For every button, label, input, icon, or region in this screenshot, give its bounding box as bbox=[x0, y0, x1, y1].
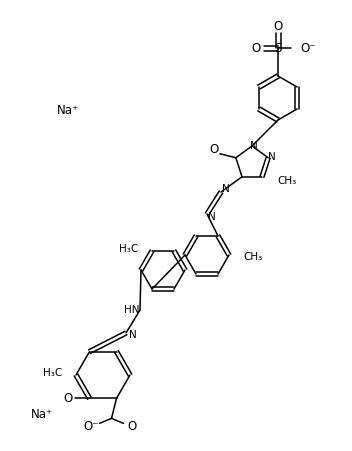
Text: N: N bbox=[250, 141, 258, 151]
Text: HN: HN bbox=[124, 305, 140, 315]
Text: O: O bbox=[274, 19, 283, 32]
Text: H₃C: H₃C bbox=[119, 244, 138, 254]
Text: O: O bbox=[64, 392, 73, 405]
Text: S: S bbox=[274, 41, 282, 55]
Text: N: N bbox=[208, 212, 216, 222]
Text: CH₃: CH₃ bbox=[243, 252, 262, 262]
Text: H₃C: H₃C bbox=[43, 368, 62, 378]
Text: O⁻: O⁻ bbox=[84, 420, 99, 433]
Text: O⁻: O⁻ bbox=[300, 41, 315, 55]
Text: Na⁺: Na⁺ bbox=[57, 103, 79, 116]
Text: Na⁺: Na⁺ bbox=[31, 409, 53, 422]
Text: O: O bbox=[251, 41, 260, 55]
Text: N: N bbox=[129, 330, 137, 340]
Text: CH₃: CH₃ bbox=[277, 176, 296, 186]
Text: O: O bbox=[209, 143, 219, 156]
Text: O: O bbox=[127, 420, 136, 433]
Text: N: N bbox=[268, 152, 276, 162]
Text: N: N bbox=[222, 184, 230, 194]
